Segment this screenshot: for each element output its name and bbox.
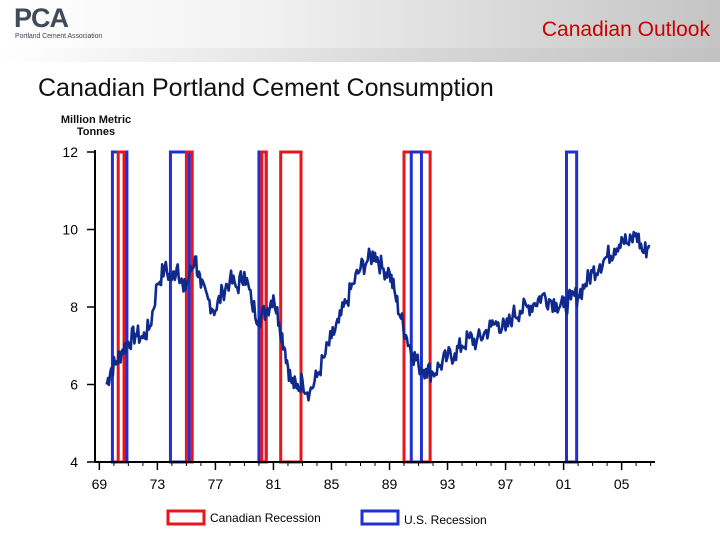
x-tick-label: 85 — [324, 476, 340, 492]
logo-mark: PCA — [14, 3, 69, 33]
y-tick-label: 4 — [70, 454, 78, 470]
chart-title: Canadian Portland Cement Consumption — [38, 74, 494, 102]
y-axis-unit-label: Million Metric Tonnes — [60, 114, 132, 138]
section-title: Canadian Outlook — [541, 18, 710, 41]
axis-layer: 12 10 8 6 4 69 73 77 81 85 89 93 97 01 05 — [62, 144, 655, 492]
header-divider — [0, 48, 720, 62]
x-tick-label: 01 — [556, 476, 572, 492]
x-tick-label: 05 — [614, 476, 630, 492]
y-tick-label: 12 — [62, 144, 78, 160]
pca-logo: PCA Portland Cement Association — [14, 3, 124, 43]
legend-swatch — [166, 509, 206, 526]
legend-label: Canadian Recession — [210, 511, 321, 525]
x-tick-label: 81 — [266, 476, 282, 492]
series-layer — [105, 230, 651, 402]
us-recession-band — [409, 150, 423, 464]
legend-label: U.S. Recession — [404, 513, 487, 527]
series-line — [105, 230, 651, 402]
canadian-recession-band — [279, 150, 303, 464]
x-tick-label: 73 — [150, 476, 166, 492]
canadian-recession-band — [116, 150, 126, 464]
x-tick-label: 97 — [498, 476, 514, 492]
x-tick-label: 77 — [208, 476, 224, 492]
legend-layer: Canadian Recession U.S. Recession — [166, 509, 487, 527]
canadian-recession-band — [402, 150, 432, 464]
y-tick-label: 8 — [70, 299, 78, 315]
legend-swatch — [360, 509, 400, 526]
x-tick-label: 89 — [382, 476, 398, 492]
y-tick-label: 10 — [62, 222, 78, 238]
x-tick-label: 69 — [92, 476, 108, 492]
x-tick-label: 93 — [440, 476, 456, 492]
logo-subtitle: Portland Cement Association — [15, 33, 103, 40]
y-tick-label: 6 — [70, 377, 78, 393]
header-band — [0, 0, 720, 48]
